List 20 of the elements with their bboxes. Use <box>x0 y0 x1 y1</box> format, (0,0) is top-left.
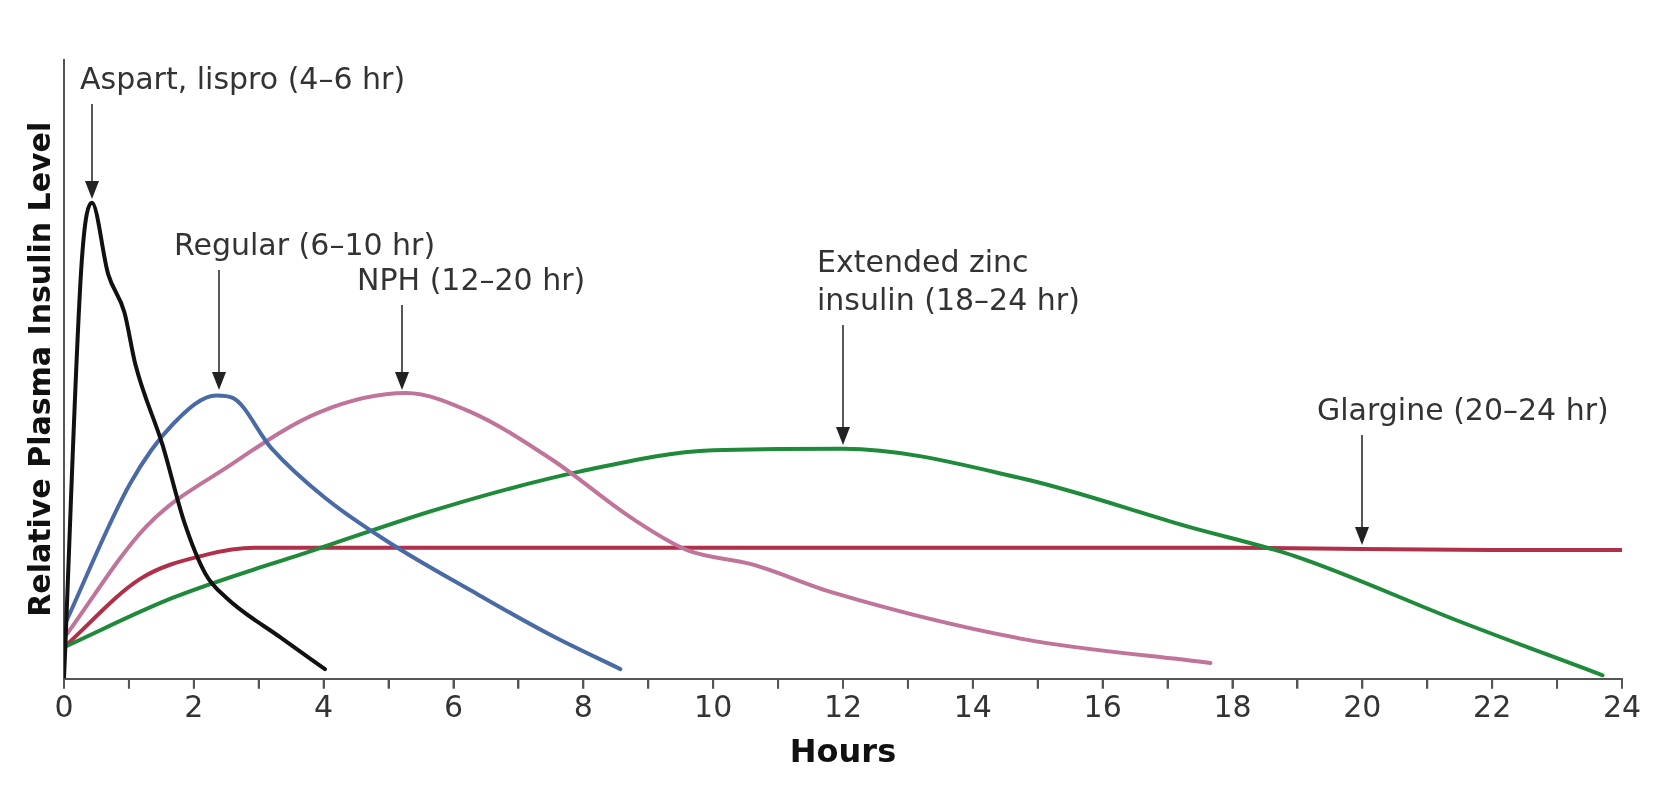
x-tick-label: 14 <box>953 689 992 725</box>
x-tick-label: 4 <box>314 689 334 725</box>
text: Aspart, lispro (4–6 hr) <box>80 60 406 96</box>
x-tick-label: 8 <box>573 689 593 725</box>
x-tick-label: 6 <box>443 689 464 725</box>
x-tick-label: 12 <box>823 689 863 725</box>
x-tick-label: 0 <box>54 689 74 725</box>
y-axis-title: Relative Plasma Insulin Level <box>21 121 57 617</box>
x-tick-label: 2 <box>184 689 204 725</box>
annotation: Glargine (20–24 hr) <box>1317 391 1609 427</box>
x-tick-label: 20 <box>1343 689 1382 725</box>
annotation: Regular (6–10 hr) <box>174 226 436 262</box>
annotation: Extended zinc insulin (18–24 hr) <box>817 243 1080 317</box>
x-tick-label: 10 <box>694 689 733 725</box>
x-tick-label: 24 <box>1602 689 1642 725</box>
x-tick-label: 18 <box>1213 689 1252 725</box>
x-axis-title: Hours <box>789 732 897 771</box>
x-tick-label: 16 <box>1083 689 1122 725</box>
x-tick-label: 22 <box>1473 689 1512 725</box>
annotation: NPH (12–20 hr) <box>357 261 586 297</box>
